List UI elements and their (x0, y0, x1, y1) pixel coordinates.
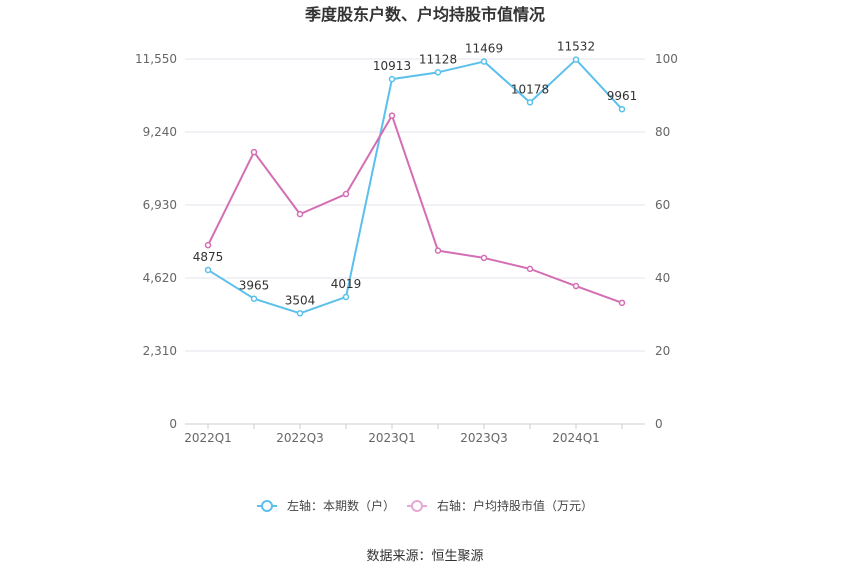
data-label: 10178 (511, 82, 549, 96)
right-axis: 0 20 40 60 80 100 (655, 52, 678, 431)
data-point[interactable] (526, 99, 534, 106)
data-point[interactable] (342, 293, 350, 301)
right-tick-label: 40 (655, 271, 670, 285)
data-point[interactable] (296, 210, 304, 218)
x-tick-label: 2022Q3 (276, 431, 324, 445)
x-tick-label: 2024Q1 (552, 431, 600, 445)
data-point[interactable] (618, 105, 626, 113)
data-point[interactable] (296, 310, 304, 317)
legend-marker-icon (411, 500, 423, 512)
data-point[interactable] (526, 265, 534, 273)
grid (185, 58, 645, 425)
chart-title: 季度股东户数、户均持股市值情况 (304, 5, 545, 24)
data-point[interactable] (388, 112, 396, 119)
left-tick-label: 0 (169, 417, 177, 431)
x-tick-label: 2023Q3 (460, 431, 508, 445)
series-line-0 (207, 58, 623, 315)
data-point[interactable] (250, 148, 258, 156)
data-label: 9961 (607, 89, 638, 103)
data-label: 11532 (557, 40, 595, 54)
data-point[interactable] (204, 241, 212, 249)
legend-item-1[interactable]: 右轴：户均持股市值（万元） (407, 498, 593, 513)
data-point[interactable] (204, 266, 212, 274)
right-tick-label: 100 (655, 52, 678, 66)
right-tick-label: 0 (655, 417, 663, 431)
data-point[interactable] (572, 56, 580, 63)
data-label: 4019 (331, 277, 362, 291)
data-label: 11128 (419, 52, 457, 66)
data-label: 3504 (285, 293, 316, 307)
right-tick-label: 60 (655, 198, 670, 212)
data-point[interactable] (434, 247, 442, 254)
series-layer: 4875 3965 3504 4019 10913 11128 11469 10178 1153… (193, 40, 638, 317)
data-point[interactable] (388, 75, 396, 83)
left-tick-label: 6,930 (143, 198, 177, 212)
x-tick-label: 2022Q1 (184, 431, 232, 445)
legend-marker-icon (261, 500, 273, 512)
right-tick-label: 80 (655, 125, 670, 139)
data-point[interactable] (434, 69, 442, 76)
data-point[interactable] (342, 190, 350, 198)
data-point[interactable] (618, 299, 626, 307)
left-tick-label: 9,240 (143, 125, 177, 139)
x-tick-label: 2023Q1 (368, 431, 416, 445)
data-label: 4875 (193, 250, 224, 264)
data-label: 10913 (373, 59, 411, 73)
source-note: 数据来源：恒生聚源 (366, 549, 483, 564)
left-axis: 0 2,310 4,620 6,930 9,240 11,550 (135, 52, 177, 431)
data-label: 11469 (465, 42, 503, 56)
legend[interactable]: 左轴：本期数（户） 右轴：户均持股市值（万元） (257, 498, 593, 513)
left-tick-label: 2,310 (143, 344, 177, 358)
series-line-1 (207, 114, 623, 304)
left-tick-label: 11,550 (135, 52, 177, 66)
data-label: 3965 (239, 279, 270, 293)
left-tick-label: 4,620 (143, 271, 177, 285)
data-point[interactable] (480, 58, 488, 65)
legend-label: 左轴：本期数（户） (287, 498, 395, 513)
legend-item-0[interactable]: 左轴：本期数（户） (257, 498, 395, 513)
right-tick-label: 20 (655, 344, 670, 358)
data-point[interactable] (572, 282, 580, 290)
legend-label: 右轴：户均持股市值（万元） (437, 498, 593, 513)
x-axis: 2022Q1 2022Q3 2023Q1 2023Q3 2024Q1 (184, 424, 623, 445)
data-point[interactable] (250, 295, 258, 302)
data-point[interactable] (480, 254, 488, 262)
